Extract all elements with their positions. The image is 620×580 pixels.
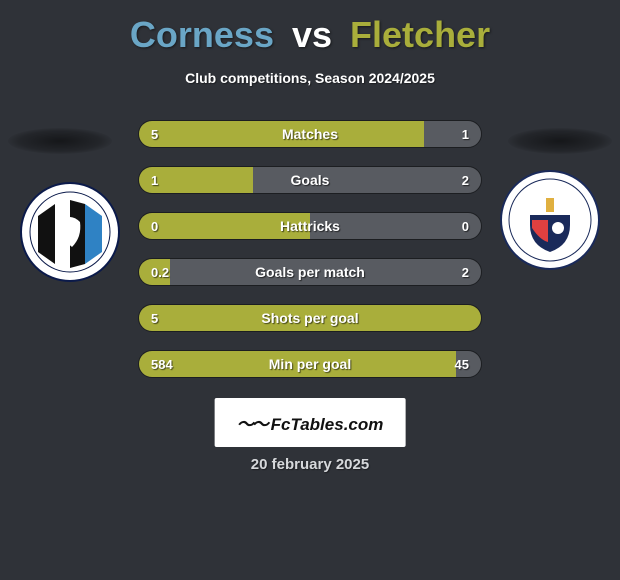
crest-right-svg: [500, 170, 600, 270]
stat-row: 58445Min per goal: [138, 350, 482, 378]
stat-row: 0.22Goals per match: [138, 258, 482, 286]
title-separator: vs: [292, 14, 332, 55]
stat-label: Min per goal: [139, 351, 481, 377]
subtitle: Club competitions, Season 2024/2025: [0, 70, 620, 86]
player2-name: Fletcher: [350, 14, 490, 55]
stat-row: 51Matches: [138, 120, 482, 148]
stat-label: Shots per goal: [139, 305, 481, 331]
shadow-left: [8, 128, 112, 154]
stat-label: Matches: [139, 121, 481, 147]
stat-label: Goals: [139, 167, 481, 193]
brand-logo-icon: 〜〜: [237, 410, 267, 435]
stats-chart: 51Matches 12Goals 00Hattricks 0.22Goals per…: [138, 120, 482, 396]
stat-row: 5Shots per goal: [138, 304, 482, 332]
club-crest-right: [500, 170, 600, 270]
stat-row: 12Goals: [138, 166, 482, 194]
stat-label: Hattricks: [139, 213, 481, 239]
brand-text: FcTables.com: [271, 415, 384, 434]
page-title: Corness vs Fletcher: [0, 0, 620, 56]
club-crest-left: [20, 182, 120, 282]
stat-label: Goals per match: [139, 259, 481, 285]
crest-left-svg: [20, 182, 120, 282]
stat-row: 00Hattricks: [138, 212, 482, 240]
date-line: 20 february 2025: [0, 456, 620, 473]
brand-badge: 〜〜FcTables.com: [215, 398, 406, 447]
player1-name: Corness: [130, 14, 274, 55]
shadow-right: [508, 128, 612, 154]
